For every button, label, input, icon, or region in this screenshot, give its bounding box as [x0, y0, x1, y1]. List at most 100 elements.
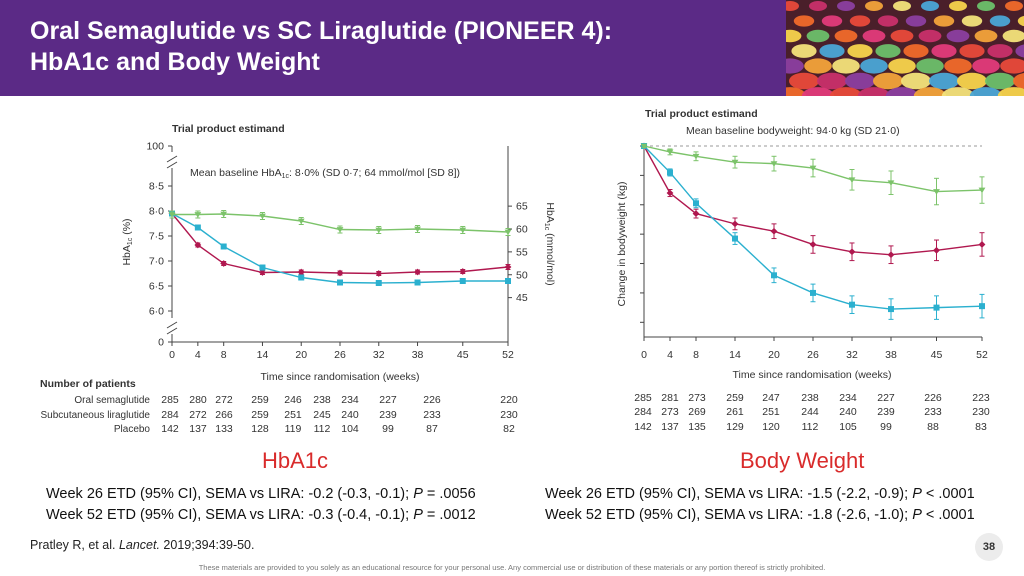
oral-semaglutide-line — [643, 145, 983, 256]
patients-count: 273 — [688, 392, 706, 404]
patients-row-label: Subcutaneous liraglutide — [40, 410, 150, 421]
patients-row-label: Placebo — [114, 424, 151, 435]
subcutaneous-liraglutide-point — [375, 280, 382, 286]
umbrella-shape — [969, 87, 1003, 96]
x-tick-label: 8 — [693, 349, 699, 361]
patients-count: 83 — [975, 421, 987, 433]
oral-semaglutide-point — [978, 241, 986, 248]
x-tick-label: 14 — [729, 349, 741, 361]
subcutaneous-liraglutide-point — [771, 272, 777, 279]
umbrella-shape — [1002, 29, 1024, 43]
subcutaneous-liraglutide-point — [849, 301, 855, 308]
patients-count: 82 — [503, 423, 515, 435]
placebo-point — [731, 159, 739, 166]
x-tick-label: 4 — [195, 349, 201, 361]
patients-count: 99 — [382, 423, 394, 435]
patients-count: 259 — [251, 394, 269, 406]
subcutaneous-liraglutide-point — [667, 169, 673, 176]
placebo-point — [692, 153, 700, 160]
umbrella-shape — [875, 44, 901, 58]
umbrella-shape — [834, 29, 858, 43]
patients-count: 223 — [972, 392, 990, 404]
umbrella-shape — [944, 58, 972, 74]
y-tick-label: 7·0 — [149, 256, 164, 268]
patients-count: 129 — [726, 421, 744, 433]
patients-count: 230 — [500, 409, 518, 421]
patients-count: 285 — [634, 392, 652, 404]
subcutaneous-liraglutide-point — [414, 279, 421, 286]
oral-semaglutide-point — [375, 270, 383, 277]
patients-count: 112 — [314, 423, 331, 435]
patients-count: 244 — [801, 406, 819, 418]
patients-count: 234 — [341, 394, 359, 406]
patients-count: 120 — [762, 421, 780, 433]
patients-count: 239 — [877, 406, 895, 418]
umbrella-shape — [873, 72, 903, 90]
umbrella-shape — [997, 87, 1024, 96]
umbrella-shape — [987, 44, 1013, 58]
patients-count: 133 — [215, 423, 233, 435]
x-tick-label: 26 — [334, 349, 346, 361]
umbrella-shape — [786, 29, 802, 43]
hba1c-chart: Trial product estimand Mean baseline HbA… — [40, 123, 556, 435]
patients-count: 128 — [251, 423, 269, 435]
umbrella-shape — [829, 87, 863, 96]
umbrella-shape — [806, 29, 830, 43]
y-tick-label: 6·5 — [149, 281, 164, 293]
patients-title: Number of patients — [40, 378, 136, 390]
umbrella-shape — [901, 72, 931, 90]
patients-count: 234 — [839, 392, 857, 404]
oral-semaglutide-point — [336, 269, 344, 277]
umbrella-shape — [809, 1, 827, 11]
x-tick-label: 14 — [257, 349, 269, 361]
placebo-point — [297, 218, 305, 225]
subcutaneous-liraglutide-point — [259, 264, 266, 271]
placebo-point — [933, 189, 940, 195]
umbrella-shape — [847, 44, 873, 58]
umbrella-shape — [860, 58, 888, 74]
placebo-point — [666, 149, 674, 156]
umbrella-shape — [931, 44, 957, 58]
subcutaneous-liraglutide-line — [643, 145, 983, 310]
umbrella-shape — [893, 1, 911, 11]
umbrella-shape — [905, 15, 927, 27]
weight-chart-annotation: Mean baseline bodyweight: 94·0 kg (SD 21… — [686, 125, 900, 137]
slide-header: Oral Semaglutide vs SC Liraglutide (PION… — [0, 0, 1024, 96]
weight-chart-subtitle: Trial product estimand — [645, 108, 758, 120]
umbrella-shape — [959, 44, 985, 58]
slide-title-line-1: Oral Semaglutide vs SC Liraglutide (PION… — [30, 17, 613, 45]
axis-break-mark — [166, 327, 178, 335]
hba1c-etd-week-26: Week 26 ETD (95% CI), SEMA vs LIRA: -0.2… — [46, 486, 476, 502]
patients-count: 284 — [161, 409, 179, 421]
placebo-point — [414, 226, 421, 233]
hba1c-caption: HbA1c — [262, 448, 329, 473]
subcutaneous-liraglutide-point — [732, 235, 738, 242]
umbrella-shape — [916, 58, 944, 74]
patients-row-label: Oral semaglutide — [74, 395, 150, 406]
patients-count: 246 — [284, 394, 302, 406]
umbrella-shape — [819, 44, 845, 58]
umbrella-shape — [929, 72, 959, 90]
x-tick-label: 45 — [457, 349, 469, 361]
patients-count: 119 — [285, 423, 302, 435]
patients-count: 233 — [924, 406, 942, 418]
patients-count: 227 — [877, 392, 895, 404]
umbrellas-photo — [786, 0, 1024, 96]
umbrella-shape — [1015, 44, 1024, 58]
patients-count: 240 — [341, 409, 359, 421]
umbrella-shape — [862, 29, 886, 43]
umbrella-shape — [974, 29, 998, 43]
patients-count: 269 — [688, 406, 706, 418]
patients-count: 240 — [839, 406, 857, 418]
x-tick-label: 38 — [885, 349, 897, 361]
umbrella-shape — [972, 58, 1000, 74]
hba1c-chart-subtitle: Trial product estimand — [172, 123, 285, 135]
patients-count: 226 — [924, 392, 942, 404]
patients-count: 285 — [161, 394, 179, 406]
placebo-point — [259, 213, 266, 220]
umbrella-shape — [933, 15, 955, 27]
x-tick-label: 38 — [412, 349, 424, 361]
placebo-point — [168, 212, 176, 218]
weight-y-axis-label: Change in bodyweight (kg) — [616, 182, 628, 307]
disclaimer: These materials are provided to you sole… — [198, 563, 826, 572]
